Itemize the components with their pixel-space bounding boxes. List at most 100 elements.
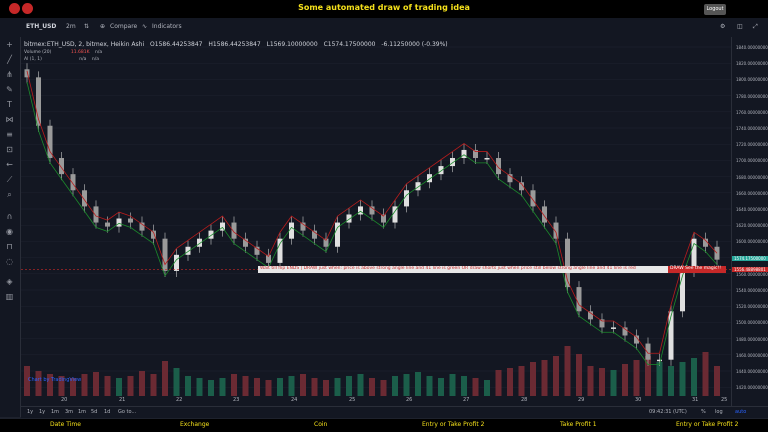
current-price-tag: 1574.17500000 (732, 256, 768, 261)
pitchfork-icon[interactable]: ⋔ (6, 70, 13, 79)
trendline-icon[interactable]: ╱ (7, 55, 12, 64)
candle (220, 222, 225, 231)
eye-icon[interactable]: ◉ (6, 227, 13, 236)
range-button[interactable]: 1y (39, 409, 46, 415)
drawing-toolbar: + ╱ ⋔ ✎ T ⋈ ≡ ⊡ ← ⟋ ⌕ ∩ ◉ ⊓ ◌ ◈ ▥ (0, 37, 21, 417)
goto-button[interactable]: Go to... (118, 409, 137, 415)
settings-icon[interactable]: ⚙ (720, 23, 726, 30)
range-button[interactable]: 3m (65, 409, 74, 415)
zoom-icon[interactable]: ⌕ (7, 190, 12, 199)
volume-bar (300, 374, 306, 396)
price-chart[interactable] (21, 37, 731, 406)
range-button[interactable]: 5d (91, 409, 98, 415)
legend-symbol[interactable]: bitmex:ETH_USD, 2, bitmex, Heikin Ashi (24, 41, 145, 48)
log-toggle[interactable]: log (715, 409, 723, 415)
indicators-button[interactable]: Indicators (152, 23, 182, 30)
auto-toggle[interactable]: auto (735, 409, 747, 415)
logout-button[interactable]: Logout (704, 4, 726, 15)
candle (277, 238, 283, 263)
shape-icon[interactable]: ⊡ (6, 145, 13, 154)
magnet-icon[interactable]: ∩ (6, 212, 13, 221)
volume-bar (277, 378, 283, 396)
brush-icon[interactable]: ✎ (6, 85, 13, 94)
symbol-selector[interactable]: ETH_USD (26, 23, 57, 30)
al-legend: Al (1, 1) n/a n/a (24, 57, 99, 62)
range-button[interactable]: 1m (51, 409, 60, 415)
col-exchange: Exchange (180, 421, 210, 428)
volume-bar (196, 378, 203, 396)
candles (24, 63, 720, 366)
volume-bar (139, 371, 145, 396)
volume-bar (81, 374, 88, 396)
fullscreen-icon[interactable]: ⤢ (753, 23, 758, 30)
compare-icon[interactable]: ⊕ (100, 23, 106, 30)
crosshair-icon[interactable]: + (6, 40, 13, 49)
al-label[interactable]: Al (1, 1) (24, 57, 42, 62)
volume-bar (162, 361, 168, 396)
percent-toggle[interactable]: % (701, 409, 706, 415)
volume-bar (369, 378, 375, 396)
pattern-icon[interactable]: ⋈ (5, 115, 14, 124)
volume-bar (714, 366, 720, 396)
legend-low: L1569.10000000 (266, 41, 318, 48)
candle (174, 254, 179, 271)
candle (335, 222, 340, 247)
price-label: 1640.00000000 (736, 207, 768, 212)
price-label: 1720.00000000 (736, 142, 768, 148)
candle (151, 230, 156, 239)
green-line (26, 82, 718, 365)
chart-style-icon[interactable]: ⇅ (84, 23, 90, 30)
range-button[interactable]: 1m (78, 409, 87, 415)
volume-bar (587, 366, 594, 396)
top-bar: Some automated draw of trading idea Logo… (0, 0, 768, 18)
interval-selector[interactable]: 2m (66, 23, 76, 30)
signal-annotation: Wait till flip ENDS | DRAW just when: pr… (258, 266, 672, 273)
time-label: 26 (406, 397, 413, 403)
candle (82, 190, 87, 207)
price-axis[interactable]: 1840.00000000 1820.00000000 1800.00000000 1… (731, 37, 768, 406)
time-axis[interactable]: 20 21 22 23 24 25 26 27 28 29 30 31 25 (21, 396, 731, 406)
screenshot-icon[interactable]: ◫ (737, 23, 743, 30)
volume-bar (403, 374, 410, 396)
watermark[interactable]: Chart by TradingView (28, 377, 82, 383)
ruler-icon[interactable]: ⟋ (6, 175, 13, 184)
price-label: 1800.00000000 (736, 77, 768, 83)
candle (634, 335, 639, 344)
range-button[interactable]: 1y (27, 409, 34, 415)
hide-icon[interactable]: ◌ (6, 257, 13, 266)
range-bar: 1y 1y 1m 3m 1m 5d 1d Go to... 09:42:31 (… (21, 406, 768, 418)
candle (243, 238, 248, 247)
volume-bar (219, 378, 226, 396)
trash-icon[interactable]: ▥ (5, 292, 14, 301)
time-label: 31 (692, 397, 699, 403)
volume-bar (415, 372, 421, 396)
price-label: 1460.00000000 (736, 352, 768, 358)
volume-na: n/a (94, 50, 103, 55)
volume-bar (150, 374, 157, 396)
price-label: 1440.00000000 (736, 369, 768, 374)
back-icon[interactable]: ← (6, 160, 13, 169)
volume-bar (426, 376, 433, 396)
compare-button[interactable]: Compare (110, 23, 138, 30)
volume-bar (35, 371, 42, 396)
indicators-icon[interactable]: ∿ (142, 23, 148, 30)
time-label: 24 (291, 397, 298, 403)
volume-label[interactable]: Volume (20) (24, 50, 52, 55)
projection-icon[interactable]: ≡ (6, 130, 13, 139)
time-label: 25 (721, 397, 728, 403)
volume-bar (173, 368, 180, 396)
layers-icon[interactable]: ◈ (6, 277, 13, 286)
text-icon[interactable]: T (7, 100, 12, 109)
candle (139, 222, 145, 231)
candle (565, 238, 570, 288)
candle (93, 206, 99, 223)
volume-bar (679, 362, 686, 396)
volume-bar (24, 366, 30, 396)
col-tp1: Take Profit 1 (560, 421, 597, 428)
candle (415, 182, 421, 191)
volume-bar (185, 376, 191, 396)
range-button[interactable]: 1d (104, 409, 111, 415)
volume-bar (231, 374, 237, 396)
candle (657, 359, 662, 362)
lock-icon[interactable]: ⊓ (6, 242, 13, 251)
